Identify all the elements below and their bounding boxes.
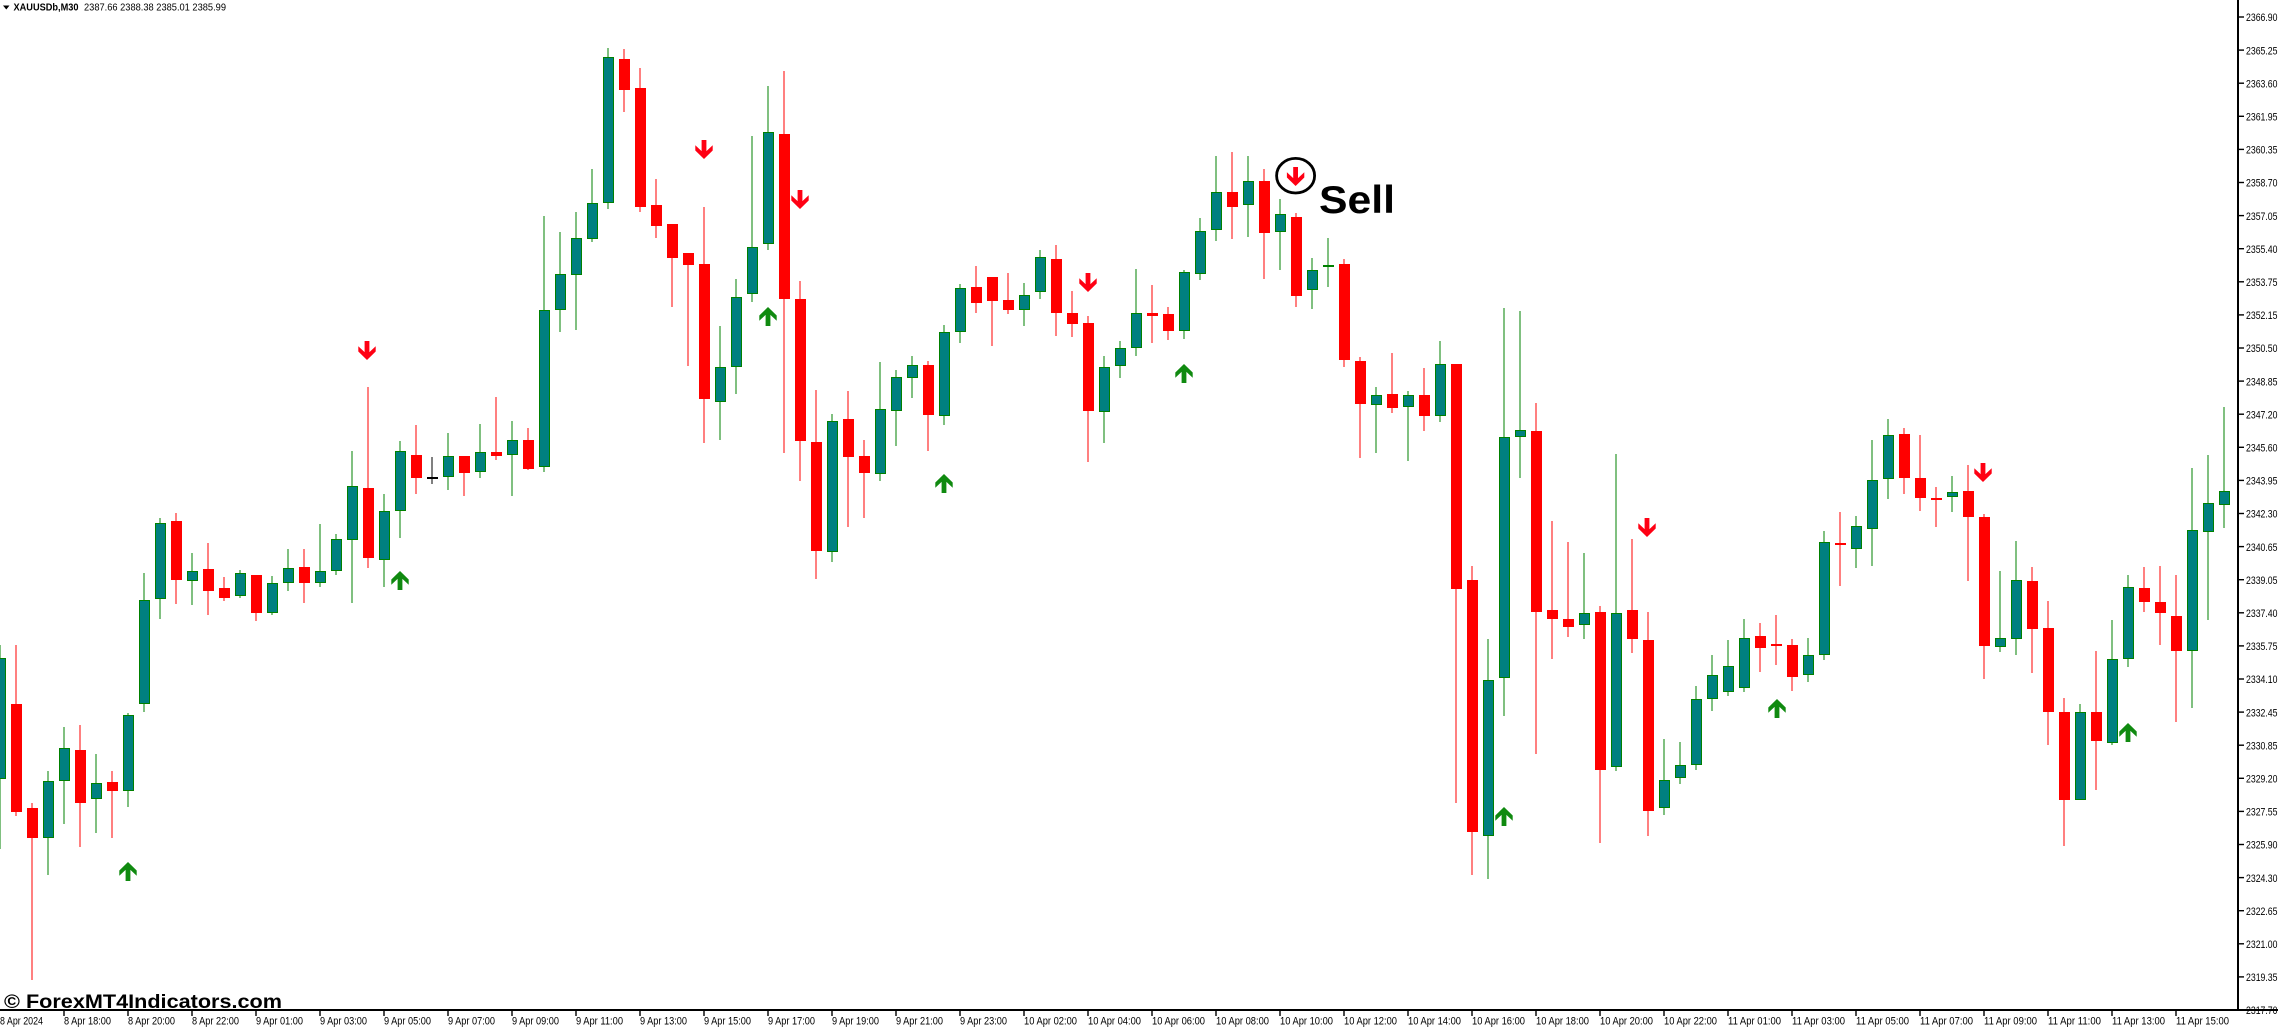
svg-text:10 Apr 16:00: 10 Apr 16:00 bbox=[1472, 1016, 1525, 1027]
svg-text:2330.85: 2330.85 bbox=[2246, 740, 2278, 752]
svg-text:Sell: Sell bbox=[1319, 179, 1395, 222]
svg-text:9 Apr 19:00: 9 Apr 19:00 bbox=[832, 1016, 879, 1027]
svg-text:2345.60: 2345.60 bbox=[2246, 443, 2278, 455]
svg-text:9 Apr 07:00: 9 Apr 07:00 bbox=[448, 1016, 495, 1027]
svg-text:9 Apr 13:00: 9 Apr 13:00 bbox=[640, 1016, 687, 1027]
svg-text:11 Apr 03:00: 11 Apr 03:00 bbox=[1792, 1016, 1845, 1027]
svg-text:8 Apr 18:00: 8 Apr 18:00 bbox=[64, 1016, 111, 1027]
svg-text:2350.50: 2350.50 bbox=[2246, 343, 2278, 355]
svg-text:© ForexMT4Indicators.com: © ForexMT4Indicators.com bbox=[4, 991, 282, 1013]
svg-text:2361.95: 2361.95 bbox=[2246, 112, 2278, 124]
svg-text:9 Apr 01:00: 9 Apr 01:00 bbox=[256, 1016, 303, 1027]
svg-text:2363.60: 2363.60 bbox=[2246, 78, 2278, 90]
svg-text:2365.25: 2365.25 bbox=[2246, 45, 2278, 57]
svg-text:10 Apr 12:00: 10 Apr 12:00 bbox=[1344, 1016, 1397, 1027]
svg-text:9 Apr 17:00: 9 Apr 17:00 bbox=[768, 1016, 815, 1027]
svg-text:2366.90: 2366.90 bbox=[2246, 12, 2278, 24]
svg-text:10 Apr 14:00: 10 Apr 14:00 bbox=[1408, 1016, 1461, 1027]
svg-text:2358.70: 2358.70 bbox=[2246, 178, 2278, 190]
svg-text:9 Apr 09:00: 9 Apr 09:00 bbox=[512, 1016, 559, 1027]
svg-text:11 Apr 01:00: 11 Apr 01:00 bbox=[1728, 1016, 1781, 1027]
svg-text:2327.55: 2327.55 bbox=[2246, 807, 2278, 819]
svg-text:2339.05: 2339.05 bbox=[2246, 575, 2278, 587]
svg-text:8 Apr 22:00: 8 Apr 22:00 bbox=[192, 1016, 239, 1027]
svg-text:2352.15: 2352.15 bbox=[2246, 310, 2278, 322]
svg-text:9 Apr 05:00: 9 Apr 05:00 bbox=[384, 1016, 431, 1027]
svg-text:9 Apr 03:00: 9 Apr 03:00 bbox=[320, 1016, 367, 1027]
svg-text:9 Apr 11:00: 9 Apr 11:00 bbox=[576, 1016, 623, 1027]
svg-text:2324.30: 2324.30 bbox=[2246, 873, 2278, 885]
svg-text:9 Apr 15:00: 9 Apr 15:00 bbox=[704, 1016, 751, 1027]
svg-text:11 Apr 15:00: 11 Apr 15:00 bbox=[2176, 1016, 2229, 1027]
svg-text:10 Apr 08:00: 10 Apr 08:00 bbox=[1216, 1016, 1269, 1027]
svg-text:10 Apr 06:00: 10 Apr 06:00 bbox=[1152, 1016, 1205, 1027]
svg-text:2347.20: 2347.20 bbox=[2246, 409, 2278, 421]
svg-text:2355.40: 2355.40 bbox=[2246, 244, 2278, 256]
svg-text:2317.70: 2317.70 bbox=[2246, 1005, 2278, 1017]
svg-text:2357.05: 2357.05 bbox=[2246, 211, 2278, 223]
svg-text:2335.75: 2335.75 bbox=[2246, 641, 2278, 653]
svg-text:11 Apr 09:00: 11 Apr 09:00 bbox=[1984, 1016, 2037, 1027]
svg-text:2353.75: 2353.75 bbox=[2246, 277, 2278, 289]
svg-text:9 Apr 21:00: 9 Apr 21:00 bbox=[896, 1016, 943, 1027]
svg-text:10 Apr 20:00: 10 Apr 20:00 bbox=[1600, 1016, 1653, 1027]
svg-text:2342.30: 2342.30 bbox=[2246, 509, 2278, 521]
svg-text:2334.10: 2334.10 bbox=[2246, 674, 2278, 686]
svg-text:10 Apr 18:00: 10 Apr 18:00 bbox=[1536, 1016, 1589, 1027]
svg-text:2343.95: 2343.95 bbox=[2246, 476, 2278, 488]
svg-text:2332.45: 2332.45 bbox=[2246, 707, 2278, 719]
svg-text:8 Apr 20:00: 8 Apr 20:00 bbox=[128, 1016, 175, 1027]
svg-text:11 Apr 07:00: 11 Apr 07:00 bbox=[1920, 1016, 1973, 1027]
svg-text:2387.66 2388.38 2385.01 2385.9: 2387.66 2388.38 2385.01 2385.99 bbox=[84, 2, 226, 14]
svg-text:11 Apr 13:00: 11 Apr 13:00 bbox=[2112, 1016, 2165, 1027]
svg-text:11 Apr 05:00: 11 Apr 05:00 bbox=[1856, 1016, 1909, 1027]
svg-text:10 Apr 10:00: 10 Apr 10:00 bbox=[1280, 1016, 1333, 1027]
svg-text:10 Apr 02:00: 10 Apr 02:00 bbox=[1024, 1016, 1077, 1027]
svg-text:2319.35: 2319.35 bbox=[2246, 972, 2278, 984]
svg-text:2340.65: 2340.65 bbox=[2246, 542, 2278, 554]
svg-text:8 Apr 2024: 8 Apr 2024 bbox=[0, 1016, 43, 1027]
svg-text:2321.00: 2321.00 bbox=[2246, 939, 2278, 951]
svg-text:10 Apr 04:00: 10 Apr 04:00 bbox=[1088, 1016, 1141, 1027]
svg-text:10 Apr 22:00: 10 Apr 22:00 bbox=[1664, 1016, 1717, 1027]
svg-text:XAUUSDb,M30: XAUUSDb,M30 bbox=[14, 2, 79, 14]
svg-text:2329.20: 2329.20 bbox=[2246, 774, 2278, 786]
svg-text:11 Apr 11:00: 11 Apr 11:00 bbox=[2048, 1016, 2101, 1027]
svg-text:9 Apr 23:00: 9 Apr 23:00 bbox=[960, 1016, 1007, 1027]
svg-text:2360.35: 2360.35 bbox=[2246, 145, 2278, 157]
svg-text:2322.65: 2322.65 bbox=[2246, 906, 2278, 918]
svg-text:2348.85: 2348.85 bbox=[2246, 376, 2278, 388]
svg-text:2337.40: 2337.40 bbox=[2246, 608, 2278, 620]
svg-text:2325.90: 2325.90 bbox=[2246, 840, 2278, 852]
